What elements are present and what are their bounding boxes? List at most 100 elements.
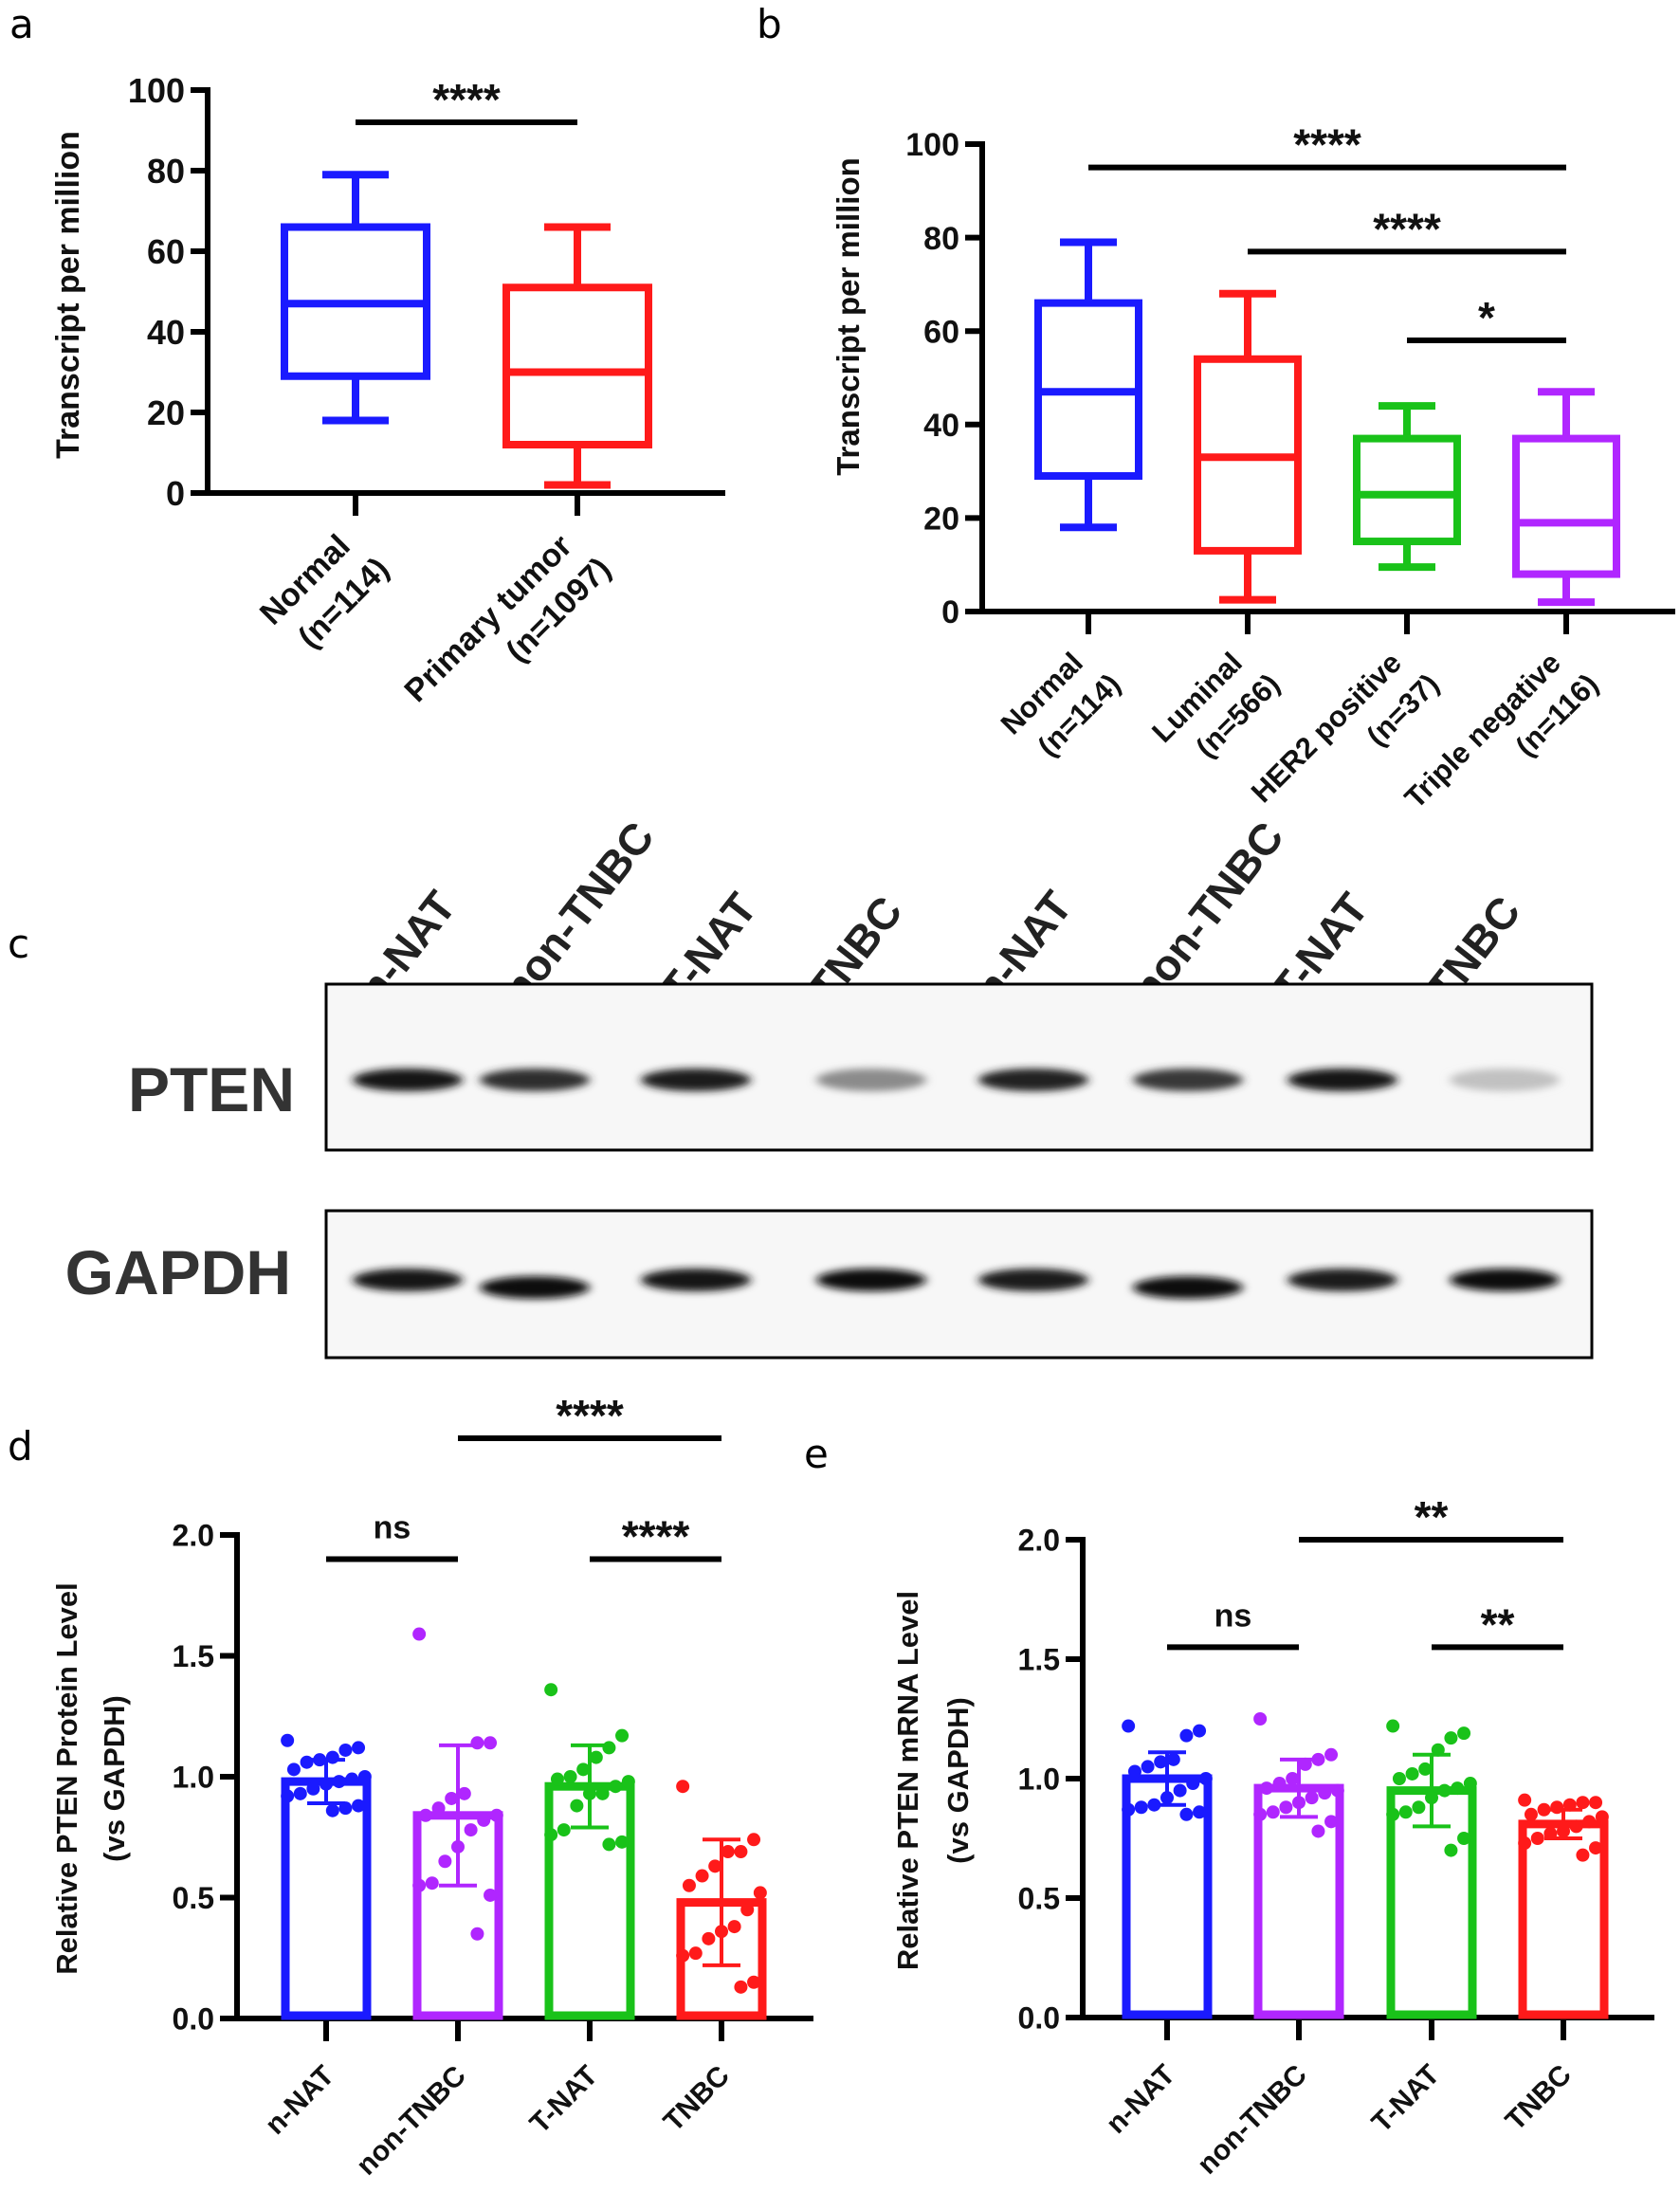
data-point xyxy=(1330,1783,1344,1798)
data-point xyxy=(281,1733,295,1747)
data-point xyxy=(544,1828,558,1842)
data-point xyxy=(576,1763,591,1777)
data-point xyxy=(695,1869,709,1883)
protein-band xyxy=(641,1269,751,1291)
box-b-3 xyxy=(1512,388,1620,607)
box-b-2 xyxy=(1353,402,1461,572)
protein-band xyxy=(816,1068,926,1091)
y-tick-label: 80 xyxy=(923,221,959,257)
data-point xyxy=(470,1736,484,1750)
category-label: T-NAT xyxy=(524,2060,604,2140)
data-point xyxy=(1279,1800,1293,1815)
data-point xyxy=(747,1975,761,1989)
data-point xyxy=(753,1886,767,1900)
category-label-group: n-NAT xyxy=(260,2060,340,2141)
data-point xyxy=(1127,1764,1141,1779)
data-point xyxy=(589,1750,603,1764)
box-a-0 xyxy=(281,171,430,425)
data-point xyxy=(418,1808,432,1822)
data-point xyxy=(621,1775,635,1789)
panel-letter-e: e xyxy=(804,1431,829,1477)
data-point xyxy=(602,1741,616,1755)
data-point xyxy=(412,1878,427,1892)
significance-label: **** xyxy=(1373,204,1441,253)
data-point xyxy=(550,1772,564,1786)
protein-band xyxy=(480,1068,590,1091)
data-point xyxy=(1457,1726,1471,1741)
data-point xyxy=(1457,1832,1471,1845)
data-point xyxy=(1386,1719,1400,1733)
data-point xyxy=(352,1799,366,1813)
protein-band xyxy=(978,1068,1088,1091)
data-point xyxy=(1266,1805,1280,1819)
iqr-box xyxy=(1512,434,1620,578)
data-point xyxy=(1569,1819,1583,1834)
y-tick-label: 100 xyxy=(128,71,185,110)
data-point xyxy=(602,1837,616,1852)
data-point xyxy=(1582,1815,1597,1829)
bar xyxy=(281,1777,372,2020)
data-point xyxy=(357,1770,372,1783)
data-point xyxy=(338,1743,353,1757)
data-point xyxy=(1154,1755,1168,1769)
data-point xyxy=(1134,1800,1148,1815)
bar xyxy=(1518,1819,1609,2019)
protein-band xyxy=(1450,1269,1560,1291)
data-point xyxy=(1179,1728,1194,1743)
panel-b-chart: 0 20 40 60 80 100 Transcript per million Normal… xyxy=(831,120,1675,814)
data-point xyxy=(1122,1719,1136,1733)
data-point xyxy=(1518,1836,1532,1851)
data-point xyxy=(557,1823,571,1837)
category-label-group: Luminal(n=566) xyxy=(1145,646,1286,764)
y-tick-label: 2.0 xyxy=(173,1519,214,1553)
data-point xyxy=(570,1799,584,1813)
data-point xyxy=(1173,1783,1187,1798)
data-point xyxy=(1253,1712,1268,1726)
data-point xyxy=(609,1780,623,1794)
y-axis-title: Relative PTEN Protein Level xyxy=(50,1582,83,1974)
data-point xyxy=(464,1823,478,1837)
data-point xyxy=(676,1948,690,1963)
data-point xyxy=(1444,1843,1458,1857)
data-point xyxy=(1576,1848,1590,1862)
blot-row-gapdh: GAPDH xyxy=(65,1209,1594,1360)
significance-label: **** xyxy=(432,75,501,124)
data-point xyxy=(1141,1760,1155,1774)
blot-row-pten: PTEN xyxy=(128,982,1594,1152)
charts: 0 20 40 60 80 100 Transcript per million Normal… xyxy=(50,71,1675,2182)
significance-label: * xyxy=(1478,293,1495,342)
data-point xyxy=(1463,1777,1477,1791)
data-point xyxy=(1392,1772,1406,1785)
data-point xyxy=(281,1789,295,1803)
data-point xyxy=(1386,1807,1400,1821)
category-label-group: non-TNBC xyxy=(1192,2059,1313,2181)
data-point xyxy=(1595,1810,1609,1824)
data-point xyxy=(682,1878,696,1892)
y-tick-label: 20 xyxy=(923,502,959,538)
data-point xyxy=(332,1775,346,1789)
bar-group-e-3 xyxy=(1518,1793,1609,2019)
data-point xyxy=(747,1833,761,1847)
data-point xyxy=(1311,1824,1325,1838)
y-tick-label: 0.5 xyxy=(173,1881,214,1915)
category-label-group: Triple negative(n=116) xyxy=(1398,646,1605,814)
data-point xyxy=(1398,1805,1413,1819)
data-point xyxy=(1324,1815,1339,1829)
protein-band xyxy=(1133,1276,1243,1299)
data-point xyxy=(1537,1802,1551,1817)
lane-label: non-TNBC xyxy=(492,813,664,1013)
protein-band xyxy=(816,1269,926,1291)
data-point xyxy=(1122,1802,1136,1817)
panel-letter-a: a xyxy=(9,1,34,47)
category-label-group: Primary tumor(n=1097) xyxy=(397,528,617,709)
y-tick-label: 0 xyxy=(941,594,959,630)
data-point xyxy=(1324,1747,1339,1762)
data-point xyxy=(1311,1752,1325,1766)
protein-band xyxy=(1287,1269,1397,1291)
protein-band xyxy=(1450,1068,1560,1091)
category-label-group: TNBC xyxy=(658,2060,736,2138)
panel-letter-c: c xyxy=(8,921,29,967)
y-tick-label: 80 xyxy=(147,152,185,191)
category-label-group: T-NAT xyxy=(524,2060,604,2140)
blot-row-label: GAPDH xyxy=(65,1237,291,1307)
